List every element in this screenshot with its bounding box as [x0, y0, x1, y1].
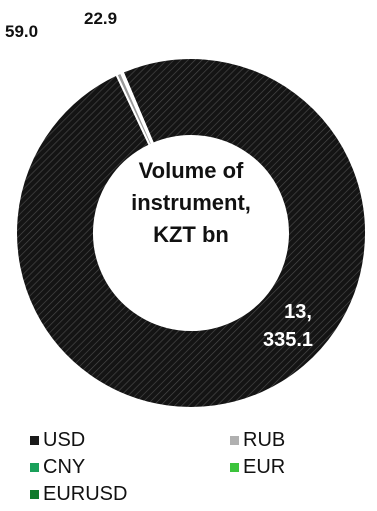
- legend-item-rub: RUB: [230, 428, 360, 453]
- legend-label: EURUSD: [43, 483, 128, 505]
- chart-legend: USD RUB CNY EUR EURUSD: [30, 428, 360, 507]
- legend-swatch: [30, 463, 39, 472]
- legend-label: USD: [43, 429, 86, 451]
- legend-label: CNY: [43, 456, 86, 478]
- data-label: 335.1: [263, 329, 313, 351]
- legend-item-cny: CNY: [30, 455, 230, 480]
- data-label: 59.0: [5, 22, 38, 41]
- legend-swatch: [30, 436, 39, 445]
- donut-chart: Volume of instrument, KZT bn 13, 335.1 59.0 2…: [5, 9, 367, 409]
- legend-swatch: [230, 436, 239, 445]
- legend-item-eurusd: EURUSD: [30, 482, 230, 507]
- data-label: 13,: [284, 301, 312, 323]
- legend-swatch: [230, 463, 239, 472]
- data-label: 22.9: [84, 9, 117, 28]
- legend-item-usd: USD: [30, 428, 230, 453]
- legend-label: EUR: [243, 456, 286, 478]
- legend-swatch: [30, 490, 39, 499]
- legend-label: RUB: [243, 429, 286, 451]
- center-label-line: Volume of: [139, 158, 244, 183]
- donut-slice-cny: [119, 70, 155, 146]
- center-label-line: instrument,: [131, 190, 251, 215]
- center-label-line: KZT bn: [153, 222, 229, 247]
- donut-slice-usd: [15, 57, 367, 409]
- legend-item-eur: EUR: [230, 455, 360, 480]
